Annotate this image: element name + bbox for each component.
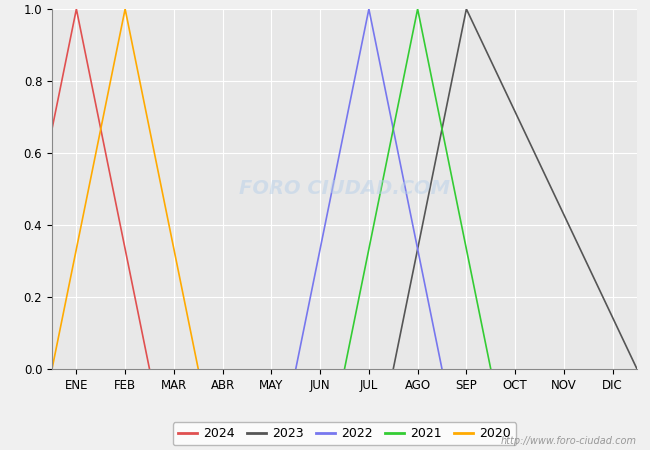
Text: Matriculaciones de Vehiculos en Brime de Urz: Matriculaciones de Vehiculos en Brime de… <box>135 11 515 29</box>
Text: FORO CIUDAD.COM: FORO CIUDAD.COM <box>239 180 450 198</box>
Legend: 2024, 2023, 2022, 2021, 2020: 2024, 2023, 2022, 2021, 2020 <box>173 422 516 445</box>
Text: http://www.foro-ciudad.com: http://www.foro-ciudad.com <box>501 436 637 446</box>
